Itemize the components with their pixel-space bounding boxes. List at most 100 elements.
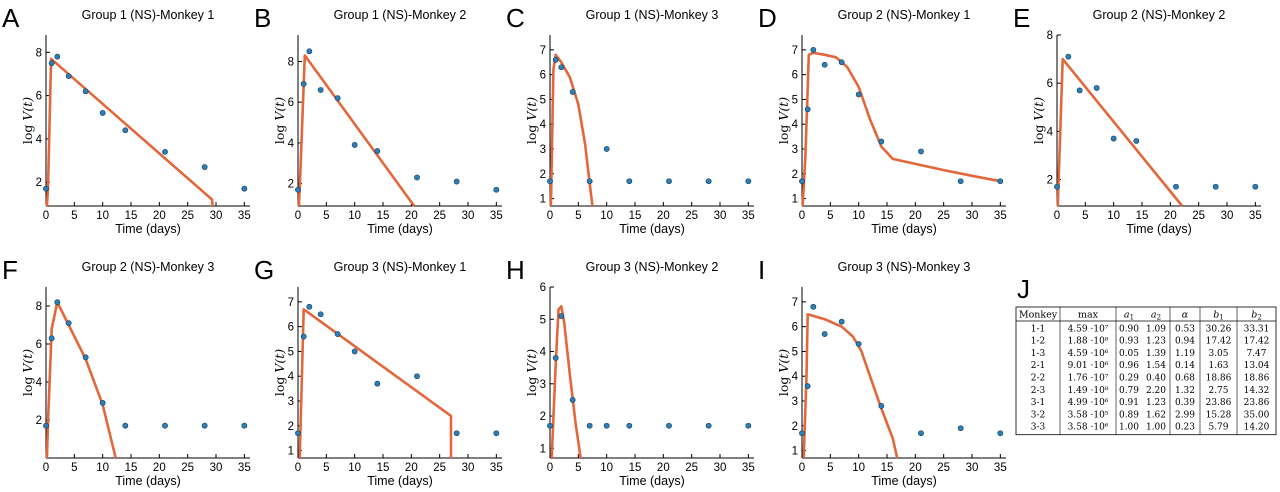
data-point (997, 178, 1004, 185)
y-tick-label: 1 (540, 194, 546, 206)
data-point (241, 422, 248, 429)
y-tick-label: 2 (36, 177, 42, 189)
table-row: 3-1 4.99 ·10⁶ 0.91 1.23 0.39 23.86 23.86 (1031, 398, 1270, 408)
data-point (306, 303, 313, 310)
x-tick-label: 25 (685, 462, 698, 474)
panel-h: H Group 3 (NS)-Monkey 2 0 5 10 15 20 25 30 35 1 2 3 4… (506, 255, 755, 488)
plot-title: Group 2 (NS)-Monkey 1 (838, 8, 971, 22)
x-tick-label: 35 (238, 462, 251, 474)
table-cell: 0.79 (1119, 386, 1139, 396)
table-cell: 1.39 (1146, 349, 1166, 359)
x-axis-label: Time (days) (115, 474, 181, 488)
table-cell: 1.23 (1146, 398, 1166, 408)
data-point (374, 148, 381, 154)
x-tick-label: 0 (547, 462, 553, 474)
data-point (569, 89, 576, 95)
data-point (334, 331, 341, 337)
data-point (1065, 53, 1072, 60)
data-point (300, 80, 307, 87)
x-tick-label: 30 (966, 210, 979, 222)
parameter-table: J Monkey max a1 a2 α b1 b2 1-1 4.59 ·10⁷ 0.90 1.09 0… (1015, 274, 1277, 436)
x-tick-label: 5 (71, 210, 77, 222)
y-axis-label: log V(t) (524, 349, 539, 396)
table-cell: 0.96 (1119, 361, 1139, 371)
table-cell: 14.20 (1244, 423, 1270, 433)
x-tick-label: 5 (71, 462, 77, 474)
x-axis-label: Time (days) (367, 474, 433, 488)
table-cell: 23.86 (1244, 398, 1270, 408)
data-point (54, 53, 61, 60)
data-point (414, 373, 420, 380)
data-point (317, 87, 324, 93)
x-tick-label: 30 (210, 210, 223, 222)
x-tick-label: 10 (600, 210, 613, 222)
table-cell: 0.94 (1175, 337, 1195, 347)
data-point (666, 422, 672, 429)
panel-i: I Group 3 (NS)-Monkey 3 0 5 10 15 20 25 30 35 1 2 3 4… (758, 255, 1007, 488)
y-tick-label: 8 (288, 56, 294, 68)
data-point (65, 320, 72, 326)
y-tick-label: 4 (792, 119, 799, 131)
table-cell: 9.01 ·10⁶ (1068, 361, 1109, 371)
data-point (810, 46, 817, 53)
table-cell: 3.58 ·10⁵ (1068, 410, 1109, 420)
data-point (547, 178, 553, 185)
y-tick-label: 3 (540, 144, 546, 156)
data-point (918, 148, 924, 155)
table-cell: 0.53 (1175, 324, 1195, 334)
y-tick-label: 3 (792, 144, 798, 156)
panel-letter: J (1017, 274, 1030, 304)
x-tick-label: 15 (629, 210, 642, 222)
table-cell: 23.86 (1206, 398, 1232, 408)
x-tick-label: 0 (43, 210, 49, 222)
panel-d: D Group 2 (NS)-Monkey 1 0 5 10 15 20 25 30 35 1 2 3 4… (758, 3, 1007, 236)
x-tick-label: 25 (433, 462, 446, 474)
data-point (54, 299, 61, 306)
x-tick-label: 10 (96, 210, 109, 222)
y-tick-label: 5 (540, 314, 546, 326)
x-tick-label: 0 (43, 462, 49, 474)
table-cell: 3-3 (1031, 423, 1046, 433)
y-tick-label: 6 (540, 70, 546, 82)
y-tick-label: 2 (540, 411, 546, 423)
x-tick-label: 15 (629, 462, 642, 474)
data-point (162, 422, 168, 429)
y-tick-label: 2 (792, 169, 798, 181)
data-point (1212, 183, 1219, 190)
table-cell: 1.23 (1146, 337, 1166, 347)
panel-letter: I (758, 255, 765, 285)
y-tick-label: 6 (36, 339, 42, 351)
x-tick-label: 35 (742, 462, 755, 474)
x-axis-label: Time (days) (871, 474, 937, 488)
x-axis-label: Time (days) (367, 222, 433, 236)
y-tick-label: 5 (792, 94, 798, 106)
x-axis-label: Time (days) (115, 222, 181, 236)
x-tick-label: 30 (966, 462, 979, 474)
x-axis-label: Time (days) (1126, 222, 1192, 236)
table-cell: 5.79 (1208, 423, 1228, 433)
x-tick-label: 15 (377, 462, 390, 474)
x-tick-label: 0 (295, 210, 301, 222)
table-header-cell: max (1078, 310, 1099, 321)
x-tick-label: 20 (405, 462, 418, 474)
table-cell: 3-1 (1031, 398, 1046, 408)
data-point (43, 185, 49, 192)
table-cell: 3.05 (1208, 349, 1228, 359)
table-cell: 1.32 (1175, 386, 1195, 396)
x-tick-label: 0 (1054, 210, 1060, 222)
table-header-cell: a1 (1124, 310, 1134, 322)
table-cell: 0.29 (1119, 374, 1139, 384)
table-cell: 1.62 (1146, 410, 1166, 420)
x-tick-label: 0 (799, 210, 805, 222)
x-tick-label: 10 (348, 462, 361, 474)
y-tick-label: 3 (540, 379, 546, 391)
table-cell: 2-2 (1031, 374, 1046, 384)
data-point (1110, 135, 1117, 142)
table-header-cell: b2 (1251, 310, 1262, 322)
y-tick-label: 3 (792, 396, 798, 408)
x-tick-label: 30 (210, 462, 223, 474)
data-point (82, 88, 89, 95)
y-tick-label: 2 (792, 421, 798, 433)
table-cell: 2.75 (1208, 386, 1228, 396)
